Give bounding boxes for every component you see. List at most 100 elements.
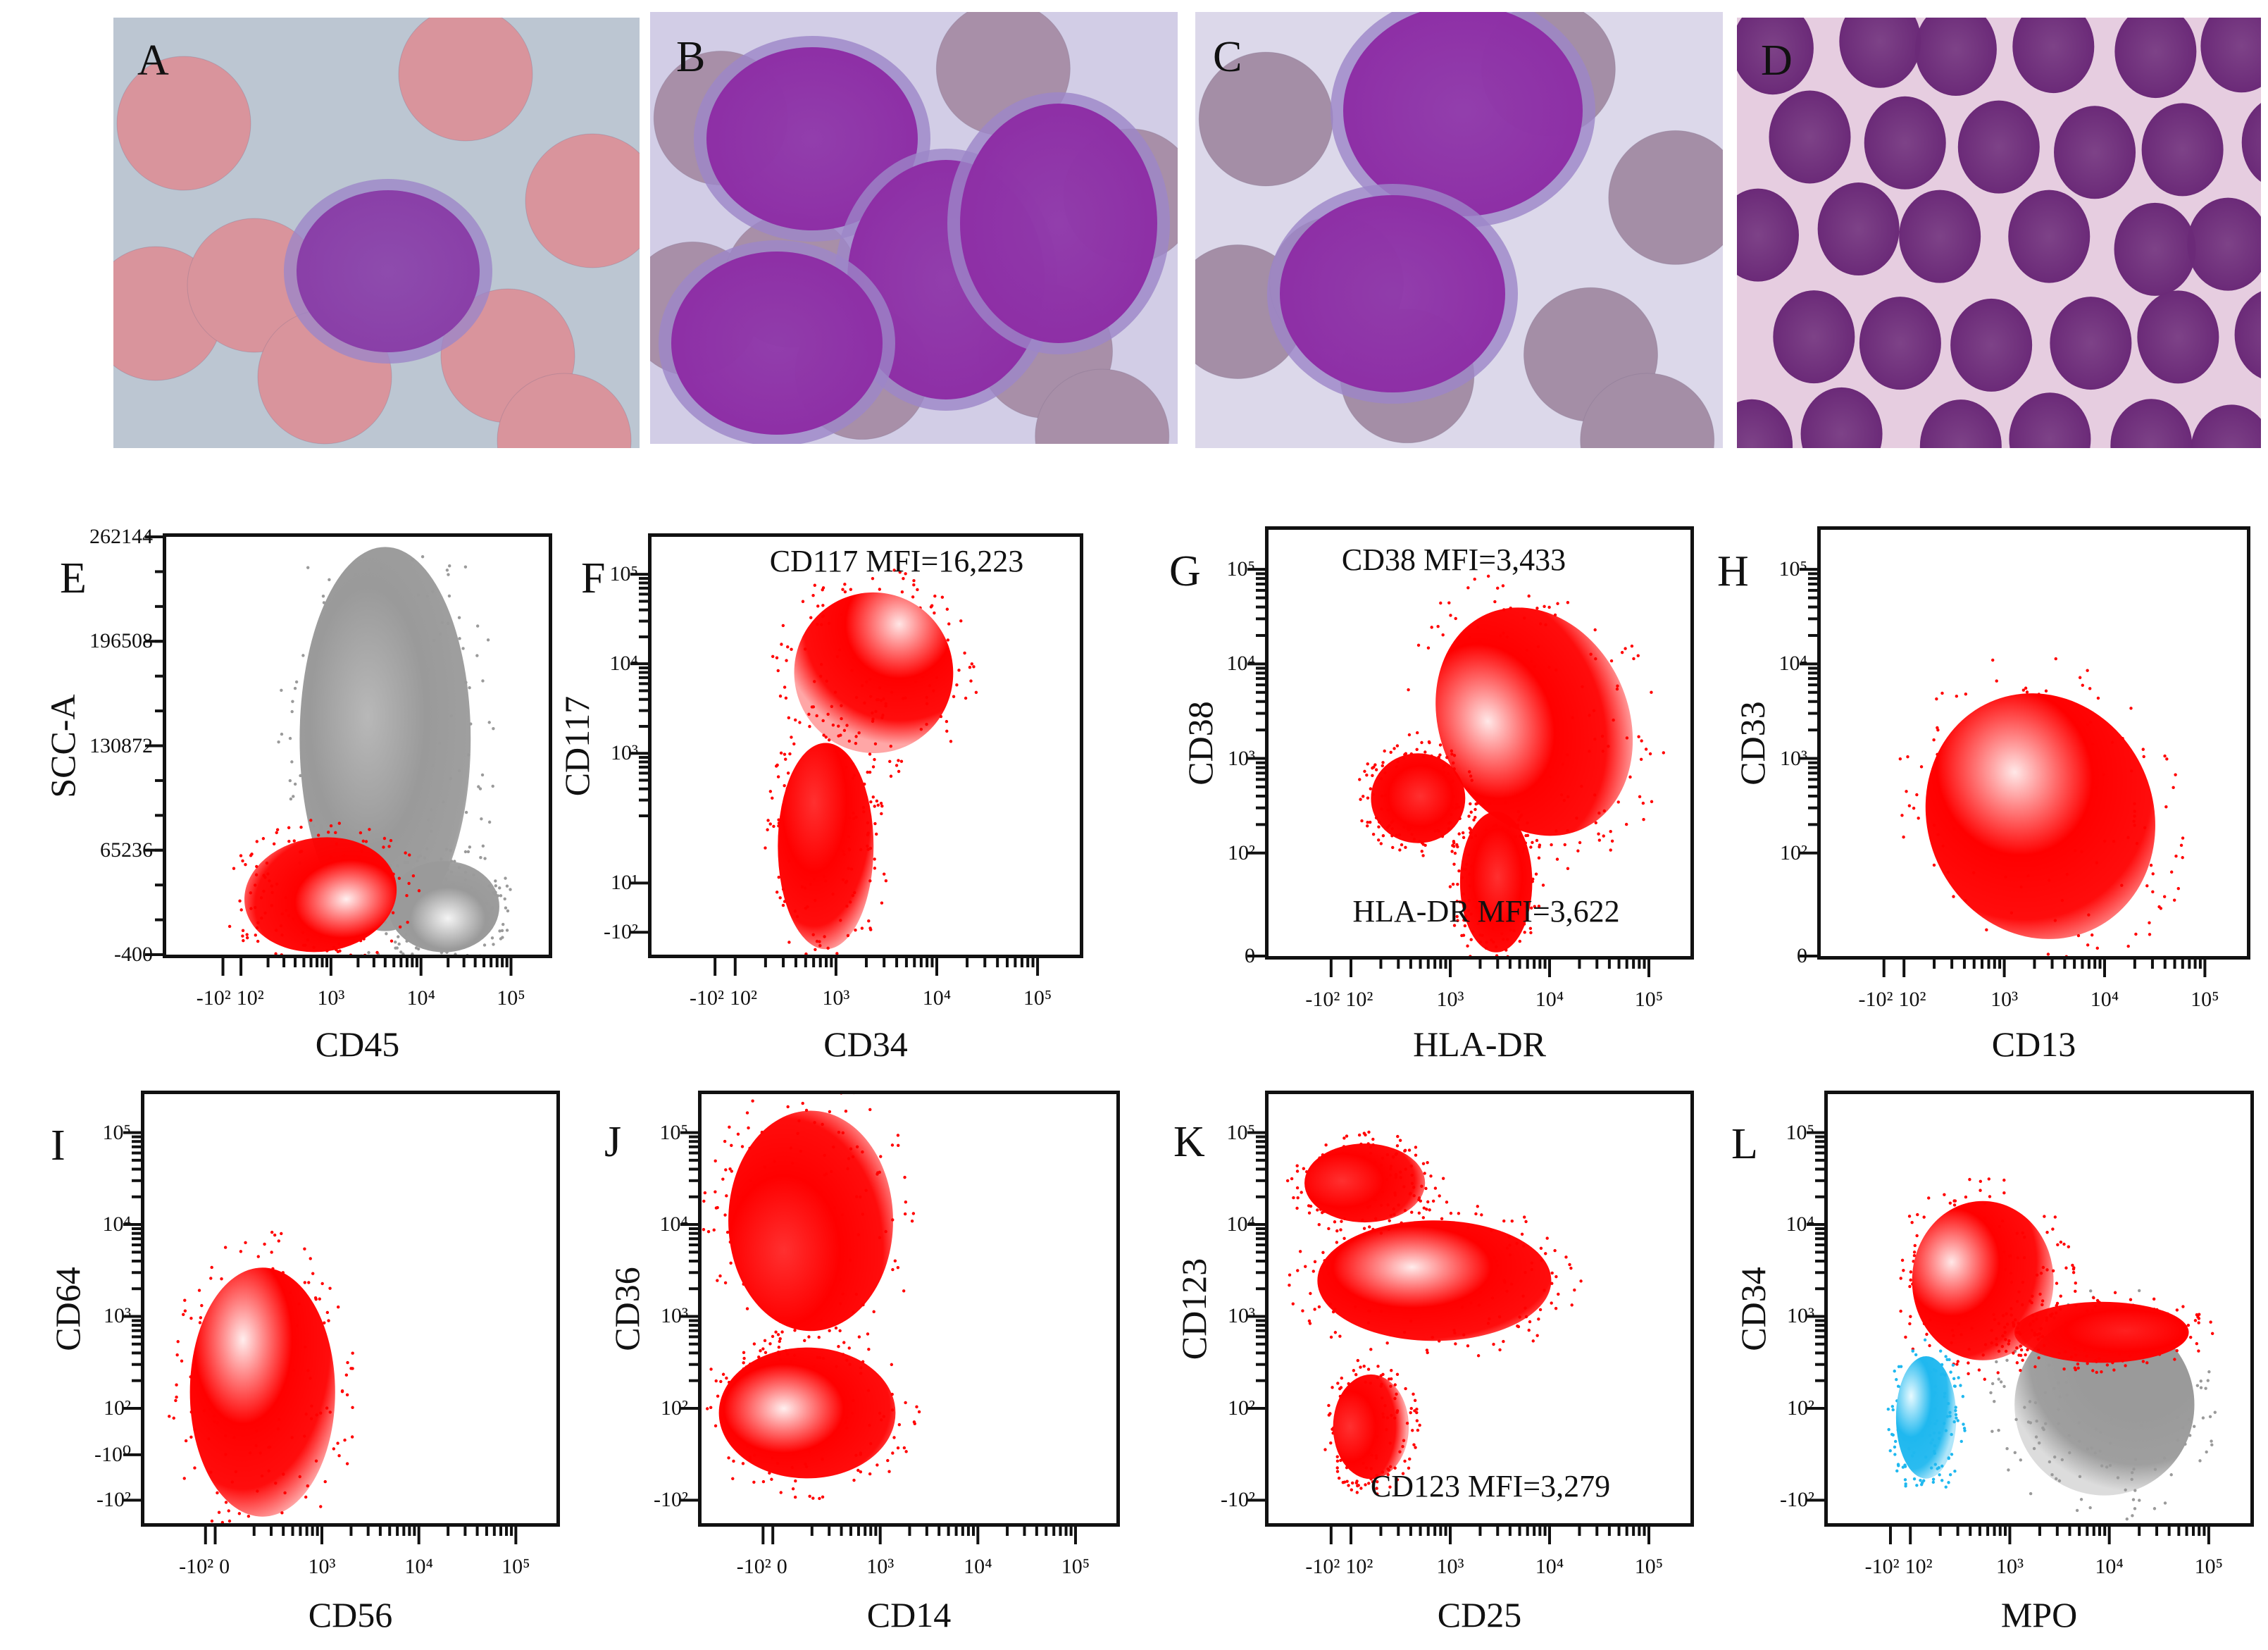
event-dot xyxy=(389,838,393,843)
event-dot xyxy=(1433,1186,1438,1190)
y-tick-label: 10² xyxy=(1228,840,1255,864)
event-dot xyxy=(871,765,876,769)
x-tick-label: -10² xyxy=(689,986,724,1010)
event-dot xyxy=(2053,1215,2057,1219)
y-tick-label: 10² xyxy=(1787,1396,1814,1420)
event-dot xyxy=(1948,1473,1952,1477)
event-dot xyxy=(197,1289,201,1292)
event-dot xyxy=(345,1393,349,1397)
event-dot xyxy=(1944,1485,1948,1489)
event-dot xyxy=(463,565,468,569)
event-dot xyxy=(742,1356,746,1360)
event-dot xyxy=(1450,850,1454,853)
event-dot xyxy=(1518,815,1522,819)
event-dot xyxy=(761,1480,766,1484)
event-dot xyxy=(241,859,244,863)
event-dot xyxy=(774,1330,778,1334)
event-dot xyxy=(2179,843,2183,848)
event-dot xyxy=(1377,825,1381,829)
event-dot xyxy=(2193,1319,2198,1322)
y-tick-label: 10⁴ xyxy=(659,1212,688,1236)
event-dot xyxy=(1350,1488,1354,1491)
event-dot xyxy=(777,1346,781,1349)
event-dot xyxy=(1379,842,1383,845)
event-dot xyxy=(784,757,787,761)
event-dot xyxy=(1428,740,1431,745)
event-dot xyxy=(1959,1439,1963,1444)
event-dot xyxy=(1535,1334,1539,1337)
event-dot xyxy=(1369,820,1372,824)
event-dot xyxy=(210,1265,213,1270)
event-dot xyxy=(2175,1308,2179,1312)
x-tick-label: 10⁴ xyxy=(964,1555,992,1578)
event-dot xyxy=(879,1155,883,1158)
event-dot xyxy=(1964,1195,1968,1199)
event-dot xyxy=(2007,1339,2011,1343)
event-dot xyxy=(2019,1348,2024,1352)
event-dot xyxy=(304,1495,308,1499)
event-dot xyxy=(1416,643,1421,647)
event-dot xyxy=(1907,1215,1912,1218)
nucleus xyxy=(1957,100,2040,194)
event-dot xyxy=(822,733,825,737)
y-tick-label: 10¹ xyxy=(611,871,638,895)
event-dot xyxy=(771,796,774,800)
event-dot xyxy=(254,933,257,937)
y-tick-label: 10⁴ xyxy=(1226,652,1255,676)
x-tick-label: -10² xyxy=(1305,988,1340,1011)
nucleus xyxy=(2114,18,2197,99)
event-dot xyxy=(860,926,864,930)
event-dot xyxy=(1537,905,1541,908)
event-dot xyxy=(1454,616,1457,621)
event-dot xyxy=(1932,863,1936,867)
event-dot xyxy=(323,1480,327,1484)
event-dot xyxy=(245,936,249,940)
panel-letter-j: J xyxy=(604,1118,622,1166)
event-dot xyxy=(2015,1346,2019,1350)
event-dot xyxy=(2002,1178,2006,1182)
event-dot xyxy=(361,839,365,843)
event-dot xyxy=(1997,1428,2000,1432)
event-dot xyxy=(777,875,780,879)
blast-nucleus xyxy=(297,190,480,352)
event-dot xyxy=(2076,1366,2080,1370)
event-dot xyxy=(2210,1439,2213,1443)
event-dot xyxy=(1912,806,1916,810)
event-dot xyxy=(1400,843,1404,847)
event-dot xyxy=(478,787,482,790)
event-dot xyxy=(1396,1134,1400,1139)
event-dot xyxy=(1339,1228,1342,1232)
event-dot xyxy=(1395,744,1400,748)
event-dot xyxy=(2148,921,2151,925)
event-dot xyxy=(1962,1427,1967,1430)
event-dot xyxy=(731,1477,735,1481)
event-dot xyxy=(1928,1344,1931,1348)
scatter-plot-l xyxy=(1807,1091,2254,1544)
event-dot xyxy=(1504,800,1507,805)
event-dot xyxy=(1423,750,1427,754)
event-dot xyxy=(1463,924,1467,928)
event-dot xyxy=(501,922,505,926)
event-dot xyxy=(745,1307,749,1310)
event-dot xyxy=(2064,955,2068,956)
y-tick-label: 10³ xyxy=(661,1304,688,1328)
event-dot xyxy=(1528,926,1533,931)
event-dot xyxy=(1533,905,1536,908)
event-dot xyxy=(1425,1208,1428,1211)
event-dot xyxy=(725,1194,728,1198)
y-tick-label: -10² xyxy=(1221,1488,1255,1512)
event-dot xyxy=(2162,895,2167,898)
event-dot xyxy=(815,714,818,718)
x-tick-label: 10⁴ xyxy=(1535,1555,1564,1578)
event-dot xyxy=(404,851,407,855)
event-dot xyxy=(375,950,379,955)
event-dot xyxy=(1938,1349,1943,1353)
event-dot xyxy=(275,831,278,835)
event-dot xyxy=(316,833,320,837)
event-dot xyxy=(319,1505,323,1508)
event-dot xyxy=(2137,1289,2141,1293)
event-dot xyxy=(1904,1335,1907,1339)
event-dot xyxy=(1426,1200,1430,1204)
x-axis-label: CD25 xyxy=(1437,1595,1522,1635)
event-dot xyxy=(423,856,427,860)
